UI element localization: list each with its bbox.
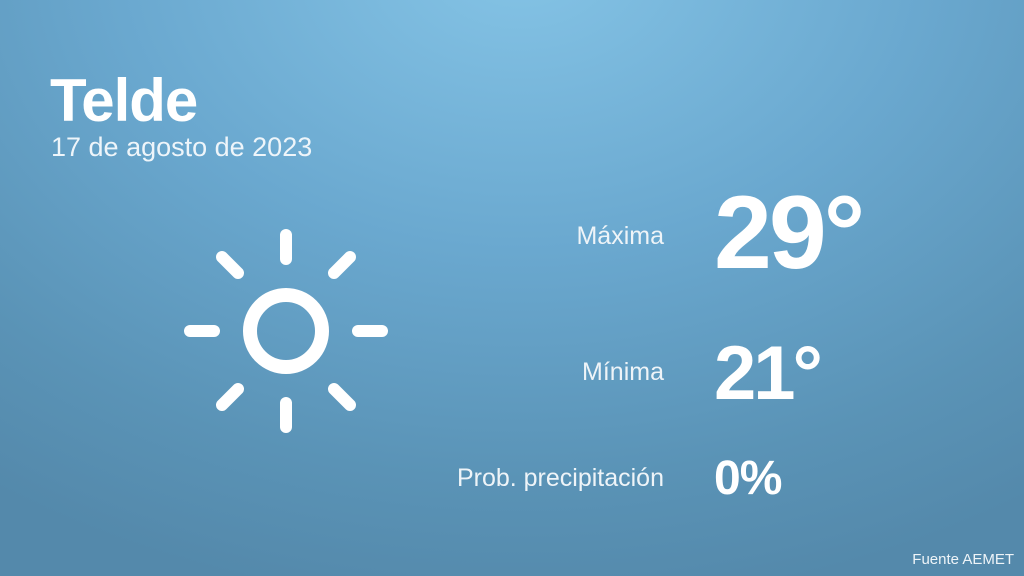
city-name: Telde [50,67,198,134]
data-source: Fuente AEMET [912,551,1014,568]
max-temp-value: 29° [714,175,865,291]
precip-label: Prob. precipitación [456,464,664,492]
precip-value: 0% [714,452,782,505]
sun-icon [184,229,388,433]
max-temp-label: Máxima [576,222,664,250]
forecast-date: 17 de agosto de 2023 [51,132,313,162]
min-temp-value: 21° [714,331,823,416]
min-temp-label: Mínima [582,358,664,386]
